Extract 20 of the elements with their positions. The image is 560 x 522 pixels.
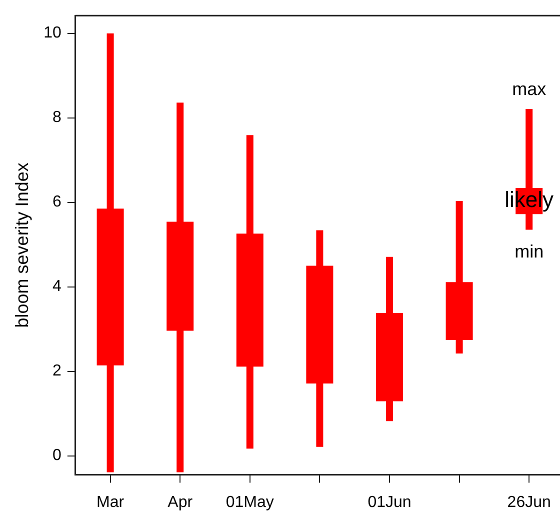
x-tick-label: 01Jun xyxy=(368,494,412,511)
annotation: max xyxy=(512,78,546,99)
x-tick-label: 01May xyxy=(226,494,274,511)
candlestick xyxy=(236,135,264,449)
y-tick-label: 8 xyxy=(52,109,62,126)
y-tick-label: 10 xyxy=(44,24,62,42)
x-tick-label: Apr xyxy=(168,494,194,511)
candlestick xyxy=(166,102,194,472)
x-tick-label: 26Jun xyxy=(507,494,551,511)
candlestick xyxy=(446,201,473,354)
candlestick xyxy=(376,256,403,422)
candlestick xyxy=(96,33,124,472)
y-tick-label: 6 xyxy=(52,194,62,211)
annotation: min xyxy=(514,242,544,262)
y-tick-label: 0 xyxy=(52,447,62,464)
y-tick-label: 2 xyxy=(52,362,62,380)
y-axis-title: bloom severity Index xyxy=(12,162,32,328)
x-tick-label: Mar xyxy=(96,494,125,511)
candlestick xyxy=(306,230,334,447)
y-tick-label: 4 xyxy=(52,278,62,296)
